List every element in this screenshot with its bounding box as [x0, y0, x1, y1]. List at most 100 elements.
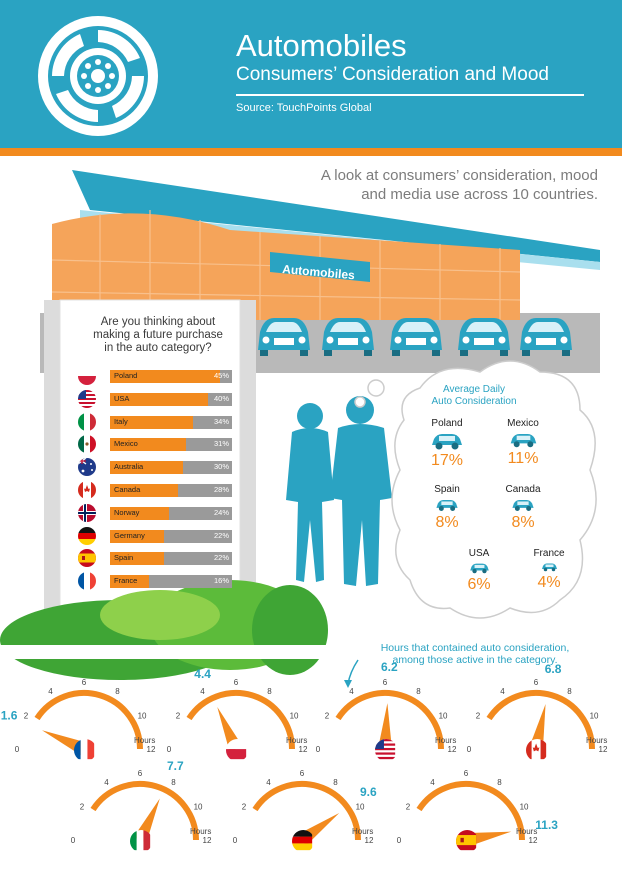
bar-value-label: 40% [213, 393, 229, 403]
gauge-tick-label: 12 [599, 745, 608, 754]
gauge-tick-label: 6 [234, 678, 239, 687]
gauges-title-line-2: among those active in the category. [392, 654, 558, 666]
bar [110, 438, 186, 452]
gauge-unit-label: Hours [134, 736, 155, 745]
bar-track: France 16% [110, 575, 232, 589]
bar-track: Australia 30% [110, 461, 232, 475]
bar [110, 506, 169, 520]
cloud-item: France 4% [514, 548, 584, 592]
gauge-tick-label: 4 [48, 687, 53, 696]
gauge-arc [486, 690, 595, 750]
cloud-item: Poland 17% [412, 418, 482, 470]
bar-track: USA 40% [110, 392, 232, 406]
gauge-tick-label: 4 [500, 687, 505, 696]
gauge-tick-label: 0 [467, 745, 472, 754]
bar-category-label: Australia [114, 462, 144, 472]
bar-category-label: USA [114, 393, 130, 403]
gauge-unit-label: Hours [586, 736, 607, 745]
gauge-tick-label: 2 [80, 803, 85, 812]
bar-chart-title: Are you thinking about making a future p… [72, 316, 244, 355]
cloud-country-label: USA [468, 548, 490, 559]
bar-category-label: Spain [114, 553, 134, 563]
cloud-percent-label: 4% [537, 574, 561, 591]
gauge-tick-label: 4 [349, 687, 354, 696]
bar [110, 484, 179, 497]
page-subtitle: Consumers’ Consideration and Mood [236, 64, 549, 85]
bar-row: Canada 28% [78, 481, 238, 499]
gauge-unit-label: Hours [286, 736, 307, 745]
gauge-tick-label: 0 [233, 836, 238, 845]
gauge-tick-label: 10 [439, 712, 448, 721]
gauge-tick-label: 2 [476, 712, 481, 721]
gauge-tick-label: 10 [194, 803, 203, 812]
bar-track: Mexico 31% [110, 438, 232, 452]
car-icon [432, 434, 462, 450]
flag-icon [456, 830, 477, 851]
bar-category-label: Italy [114, 416, 128, 426]
bar-row: France 16% [78, 572, 238, 591]
gauge-tick-label: 4 [430, 778, 435, 787]
cloud-title-line-2: Auto Consideration [431, 396, 517, 407]
bar-track: Spain 22% [110, 552, 232, 566]
gauge-tick-label: 0 [167, 745, 172, 754]
title-rule [236, 94, 584, 96]
bar-row: Australia 30% [78, 458, 238, 477]
flag-icon [78, 526, 96, 545]
source-note: Source: TouchPoints Global [236, 102, 372, 114]
gauge-tick-label: 4 [104, 778, 109, 787]
bar-value-label: 22% [213, 553, 229, 563]
bar [110, 552, 164, 566]
flag-icon [78, 412, 96, 431]
bar [110, 415, 193, 429]
gauge-tick-label: 8 [497, 778, 502, 787]
bar [110, 529, 164, 543]
bar-value-label: 24% [213, 507, 229, 517]
cloud-percent-label: 8% [435, 514, 459, 531]
bar-chart-title-line-3: in the auto category? [104, 342, 212, 354]
gauge-tick-label: 12 [529, 836, 538, 845]
cloud-country-label: France [533, 548, 565, 559]
gauge-tick-label: 12 [147, 745, 156, 754]
gauge-tick-label: 6 [138, 769, 143, 778]
car-icon [469, 563, 489, 574]
gauge-arc [34, 690, 143, 750]
gauge-tick-label: 12 [448, 745, 457, 754]
bar [110, 370, 220, 383]
bar-category-label: Mexico [114, 439, 138, 449]
cloud-item: Spain 8% [412, 484, 482, 532]
bar-row: Mexico 31% [78, 435, 238, 454]
cloud-item: Canada 8% [488, 484, 558, 532]
car-icon [541, 563, 557, 572]
bar-track: Germany 22% [110, 529, 232, 543]
bar-chart-title-line-1: Are you thinking about [100, 316, 216, 328]
flag-icon [78, 389, 96, 408]
bar-track: Norway 24% [110, 506, 232, 520]
gauges-title: Hours that contained auto consideration,… [355, 642, 595, 666]
bar-value-label: 28% [213, 485, 229, 494]
cloud-title-line-1: Average Daily [442, 384, 506, 395]
bar-row: Norway 24% [78, 503, 238, 522]
brake-disc-icon [38, 16, 158, 136]
flag-icon [292, 830, 313, 851]
flag-icon [526, 739, 547, 760]
bar-row: USA 40% [78, 389, 238, 408]
bar-value-label: 34% [213, 416, 229, 426]
gauge-tick-label: 8 [267, 687, 272, 696]
flag-icon [74, 739, 95, 760]
gauge-arc [416, 781, 525, 841]
bar-chart-title-line-2: making a future purchase [93, 329, 223, 341]
bar-category-label: Norway [114, 507, 140, 517]
flag-icon [78, 481, 96, 499]
car-icon [510, 434, 536, 448]
gauge-tick-label: 12 [299, 745, 308, 754]
gauge-tick-label: 6 [464, 769, 469, 778]
bar-category-label: Germany [114, 530, 145, 540]
gauge-unit-label: Hours [190, 827, 211, 836]
gauge-tick-label: 2 [325, 712, 330, 721]
gauge-needle [464, 831, 512, 847]
gauges-title-line-1: Hours that contained auto consideration, [380, 642, 570, 654]
